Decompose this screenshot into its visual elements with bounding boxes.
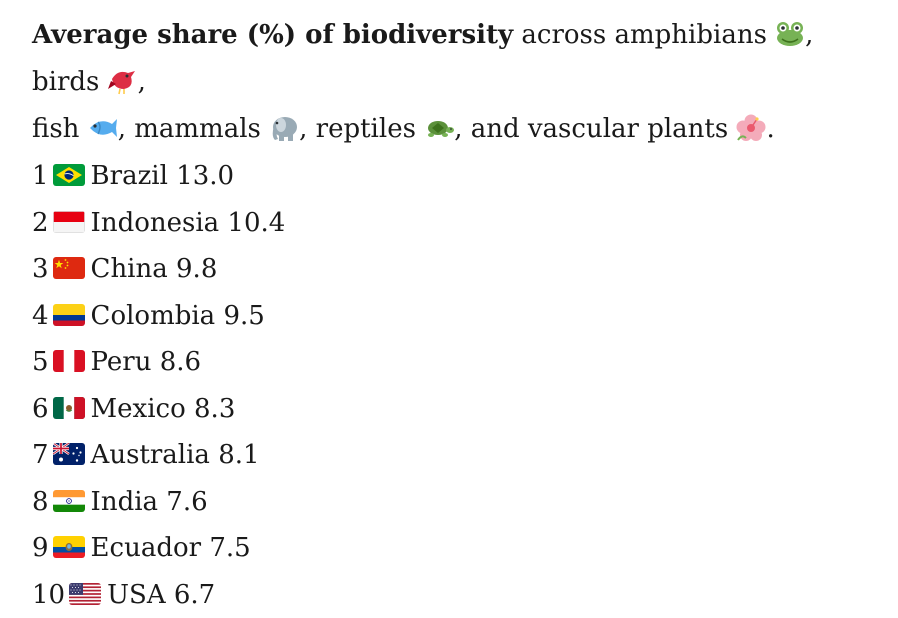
country-name: USA xyxy=(107,580,166,610)
intro-text: across amphibians xyxy=(513,20,775,50)
list-item: 3 China 9.8 xyxy=(32,246,882,293)
country-name: Peru xyxy=(91,347,152,377)
share-value: 8.6 xyxy=(160,347,201,377)
australia-flag-icon xyxy=(53,443,85,465)
country-name: Ecuador xyxy=(91,533,202,563)
country-name: China xyxy=(91,254,168,284)
country-name: India xyxy=(91,487,158,517)
country-name: Indonesia xyxy=(91,208,220,238)
turtle-icon xyxy=(424,111,454,139)
mexico-flag-icon xyxy=(53,397,85,419)
country-name: Australia xyxy=(91,440,210,470)
intro-text: , and vascular plants xyxy=(454,114,736,144)
intro-text: , xyxy=(138,67,146,97)
elephant-icon xyxy=(269,111,299,139)
document: Average share (%) of biodiversity across… xyxy=(32,12,882,618)
intro-text: fish xyxy=(32,114,88,144)
india-flag-icon xyxy=(53,490,85,512)
hibiscus-icon xyxy=(736,111,766,139)
china-flag-icon xyxy=(53,257,85,279)
list-item: 8 India 7.6 xyxy=(32,479,882,526)
country-name: Brazil xyxy=(91,161,168,191)
rank-number: 7 xyxy=(32,440,49,470)
rank-number: 1 xyxy=(32,161,49,191)
share-value: 7.5 xyxy=(209,533,250,563)
list-item: 2 Indonesia 10.4 xyxy=(32,200,882,247)
intro-paragraph: Average share (%) of biodiversity across… xyxy=(32,12,882,153)
share-value: 9.8 xyxy=(176,254,217,284)
share-value: 6.7 xyxy=(174,580,215,610)
list-item: 1 Brazil 13.0 xyxy=(32,153,882,200)
list-item: 7 Australia 8.1 xyxy=(32,432,882,479)
list-item: 5 Peru 8.6 xyxy=(32,339,882,386)
intro-text: . xyxy=(766,114,774,144)
peru-flag-icon xyxy=(53,350,85,372)
ranking-list: 1 Brazil 13.0 2 Indonesia 10.4 3 China 9.8 4 Co… xyxy=(32,153,882,618)
rank-number: 8 xyxy=(32,487,49,517)
usa-flag-icon xyxy=(69,583,101,605)
colombia-flag-icon xyxy=(53,304,85,326)
country-name: Colombia xyxy=(91,301,216,331)
rank-number: 9 xyxy=(32,533,49,563)
rank-number: 3 xyxy=(32,254,49,284)
share-value: 8.1 xyxy=(218,440,259,470)
fish-icon xyxy=(88,111,118,139)
intro-text: , mammals xyxy=(118,114,269,144)
brazil-flag-icon xyxy=(53,164,85,186)
list-item: 4 Colombia 9.5 xyxy=(32,293,882,340)
list-item: 9 Ecuador 7.5 xyxy=(32,525,882,572)
indonesia-flag-icon xyxy=(53,211,85,233)
frog-icon xyxy=(775,17,805,45)
share-value: 7.6 xyxy=(166,487,207,517)
share-value: 8.3 xyxy=(194,394,235,424)
intro-heading: Average share (%) of biodiversity xyxy=(32,20,513,50)
share-value: 10.4 xyxy=(227,208,285,238)
rank-number: 5 xyxy=(32,347,49,377)
ecuador-flag-icon xyxy=(53,536,85,558)
rank-number: 2 xyxy=(32,208,49,238)
country-name: Mexico xyxy=(91,394,186,424)
list-item: 10 USA 6.7 xyxy=(32,572,882,618)
rank-number: 10 xyxy=(32,580,65,610)
bird-icon xyxy=(108,64,138,92)
intro-text: , reptiles xyxy=(299,114,424,144)
rank-number: 6 xyxy=(32,394,49,424)
list-item: 6 Mexico 8.3 xyxy=(32,386,882,433)
share-value: 13.0 xyxy=(176,161,234,191)
rank-number: 4 xyxy=(32,301,49,331)
share-value: 9.5 xyxy=(223,301,264,331)
